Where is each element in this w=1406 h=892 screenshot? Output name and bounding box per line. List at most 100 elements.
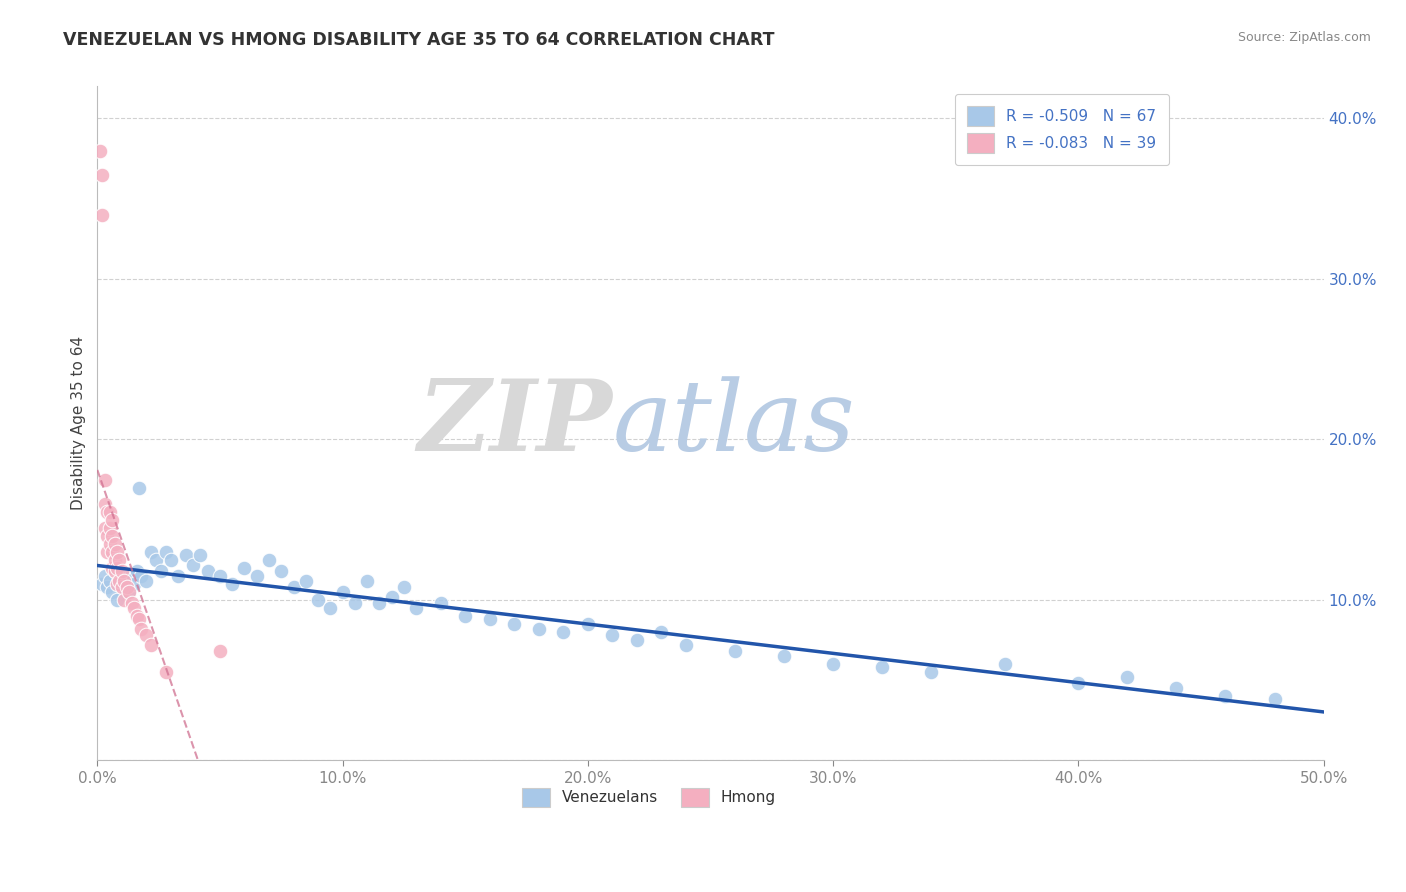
Point — [96, 529, 118, 543]
Point — [128, 612, 150, 626]
Point — [118, 585, 141, 599]
Point — [381, 590, 404, 604]
Y-axis label: Disability Age 35 to 64: Disability Age 35 to 64 — [72, 336, 86, 510]
Point — [115, 574, 138, 588]
Point — [93, 497, 115, 511]
Point — [103, 537, 125, 551]
Point — [920, 665, 942, 679]
Point — [188, 548, 211, 562]
Point — [724, 644, 747, 658]
Point — [160, 553, 183, 567]
Point — [101, 513, 124, 527]
Point — [155, 545, 177, 559]
Point — [1067, 676, 1090, 690]
Point — [319, 601, 342, 615]
Point — [221, 577, 243, 591]
Point — [773, 649, 796, 664]
Point — [131, 622, 153, 636]
Point — [122, 577, 145, 591]
Point — [121, 596, 143, 610]
Point — [118, 585, 141, 599]
Point — [111, 580, 134, 594]
Point — [167, 569, 190, 583]
Point — [307, 593, 329, 607]
Text: Source: ZipAtlas.com: Source: ZipAtlas.com — [1237, 31, 1371, 45]
Point — [870, 660, 893, 674]
Point — [233, 561, 256, 575]
Point — [576, 617, 599, 632]
Point — [343, 596, 366, 610]
Point — [93, 521, 115, 535]
Point — [91, 577, 114, 591]
Point — [98, 505, 121, 519]
Point — [145, 553, 167, 567]
Point — [125, 609, 148, 624]
Point — [270, 564, 292, 578]
Legend: Venezuelans, Hmong: Venezuelans, Hmong — [516, 781, 782, 814]
Point — [208, 644, 231, 658]
Point — [105, 593, 128, 607]
Point — [141, 638, 163, 652]
Point — [527, 622, 550, 636]
Point — [141, 545, 163, 559]
Point — [553, 625, 575, 640]
Point — [108, 572, 131, 586]
Point — [257, 553, 280, 567]
Point — [197, 564, 219, 578]
Point — [93, 473, 115, 487]
Point — [135, 574, 157, 588]
Text: atlas: atlas — [613, 376, 855, 471]
Point — [111, 569, 134, 583]
Point — [246, 569, 269, 583]
Point — [823, 657, 845, 672]
Point — [356, 574, 378, 588]
Point — [96, 545, 118, 559]
Point — [332, 585, 354, 599]
Point — [93, 569, 115, 583]
Text: ZIP: ZIP — [418, 376, 613, 472]
Point — [503, 617, 526, 632]
Point — [1166, 681, 1188, 695]
Point — [96, 505, 118, 519]
Point — [112, 574, 135, 588]
Point — [103, 564, 125, 578]
Point — [108, 553, 131, 567]
Point — [368, 596, 391, 610]
Point — [392, 580, 415, 594]
Point — [602, 628, 624, 642]
Point — [1116, 670, 1139, 684]
Point — [478, 612, 501, 626]
Point — [125, 564, 148, 578]
Point — [91, 208, 114, 222]
Point — [89, 144, 111, 158]
Point — [675, 638, 697, 652]
Point — [1215, 689, 1237, 703]
Point — [283, 580, 305, 594]
Point — [98, 521, 121, 535]
Point — [150, 564, 173, 578]
Point — [131, 569, 153, 583]
Point — [101, 561, 124, 575]
Point — [101, 529, 124, 543]
Point — [122, 601, 145, 615]
Point — [121, 567, 143, 582]
Point — [105, 577, 128, 591]
Point — [994, 657, 1017, 672]
Point — [112, 580, 135, 594]
Point — [105, 545, 128, 559]
Point — [103, 553, 125, 567]
Point — [650, 625, 672, 640]
Text: VENEZUELAN VS HMONG DISABILITY AGE 35 TO 64 CORRELATION CHART: VENEZUELAN VS HMONG DISABILITY AGE 35 TO… — [63, 31, 775, 49]
Point — [155, 665, 177, 679]
Point — [105, 561, 128, 575]
Point — [626, 633, 648, 648]
Point — [174, 548, 197, 562]
Point — [1263, 692, 1285, 706]
Point — [101, 585, 124, 599]
Point — [429, 596, 451, 610]
Point — [103, 564, 125, 578]
Point — [405, 601, 427, 615]
Point — [96, 580, 118, 594]
Point — [108, 574, 131, 588]
Point — [128, 481, 150, 495]
